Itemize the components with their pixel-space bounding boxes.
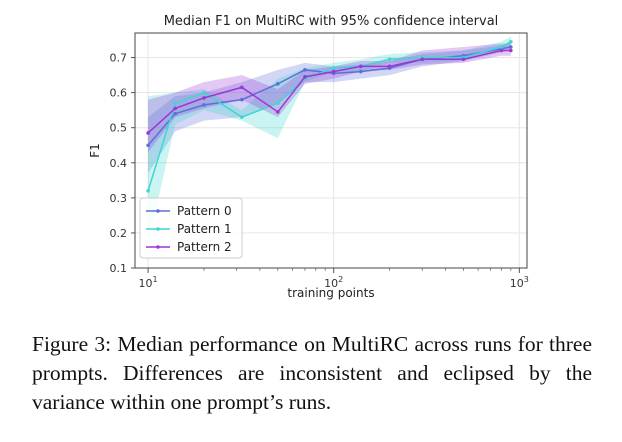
y-tick-label: 0.7 bbox=[110, 52, 128, 65]
data-point bbox=[276, 82, 280, 86]
data-point bbox=[202, 90, 206, 95]
legend-marker bbox=[156, 245, 160, 249]
legend-marker bbox=[156, 227, 160, 231]
series-lines bbox=[146, 39, 513, 193]
data-point bbox=[173, 101, 178, 105]
y-tick-label: 0.2 bbox=[110, 227, 128, 240]
data-point bbox=[303, 75, 307, 79]
data-point bbox=[276, 110, 280, 114]
data-point bbox=[146, 189, 150, 193]
data-point bbox=[420, 57, 425, 62]
data-point bbox=[303, 68, 307, 72]
x-tick-exponent: 1 bbox=[153, 275, 158, 284]
chart: Median F1 on MultiRC with 95% confidence… bbox=[88, 14, 529, 300]
data-point bbox=[499, 45, 504, 49]
data-point bbox=[202, 103, 206, 107]
legend-label: Pattern 1 bbox=[177, 222, 232, 236]
data-point bbox=[240, 97, 244, 102]
data-point bbox=[173, 106, 178, 111]
data-point bbox=[359, 69, 363, 74]
y-tick-label: 0.3 bbox=[110, 192, 128, 205]
data-point bbox=[331, 66, 336, 70]
data-point bbox=[240, 115, 244, 119]
data-point bbox=[509, 45, 513, 49]
y-axis-label: F1 bbox=[88, 143, 102, 158]
data-point bbox=[387, 64, 392, 69]
data-point bbox=[173, 111, 178, 116]
x-tick-exponent: 3 bbox=[524, 275, 529, 284]
data-point bbox=[331, 69, 336, 74]
legend-label: Pattern 0 bbox=[177, 204, 232, 218]
data-point bbox=[276, 101, 280, 105]
figure-caption: Figure 3: Median performance on MultiRC … bbox=[32, 332, 592, 414]
chart-title: Median F1 on MultiRC with 95% confidence… bbox=[164, 14, 499, 29]
data-point bbox=[509, 48, 513, 53]
data-point bbox=[509, 39, 513, 44]
data-point bbox=[146, 131, 150, 135]
data-point bbox=[387, 57, 392, 62]
y-tick-label: 0.6 bbox=[110, 87, 128, 100]
legend-box bbox=[139, 197, 243, 259]
x-axis-label: training points bbox=[287, 286, 374, 300]
x-tick-exponent: 2 bbox=[338, 275, 343, 284]
x-tick-label: 103 bbox=[510, 275, 529, 290]
legend-marker bbox=[156, 209, 160, 213]
data-point bbox=[202, 96, 206, 100]
data-point bbox=[240, 85, 244, 90]
data-point bbox=[461, 57, 466, 62]
y-tick-label: 0.4 bbox=[110, 157, 128, 170]
legend: Pattern 0 Pattern 1 Pattern 2 bbox=[139, 197, 243, 259]
x-tick-label: 101 bbox=[139, 275, 158, 290]
y-tick-label: 0.1 bbox=[110, 262, 128, 275]
y-tick-label: 0.5 bbox=[110, 122, 128, 135]
data-point bbox=[499, 48, 504, 53]
legend-label: Pattern 2 bbox=[177, 240, 232, 254]
data-point bbox=[146, 143, 150, 148]
plot-frame bbox=[134, 32, 528, 269]
data-point bbox=[359, 64, 363, 69]
